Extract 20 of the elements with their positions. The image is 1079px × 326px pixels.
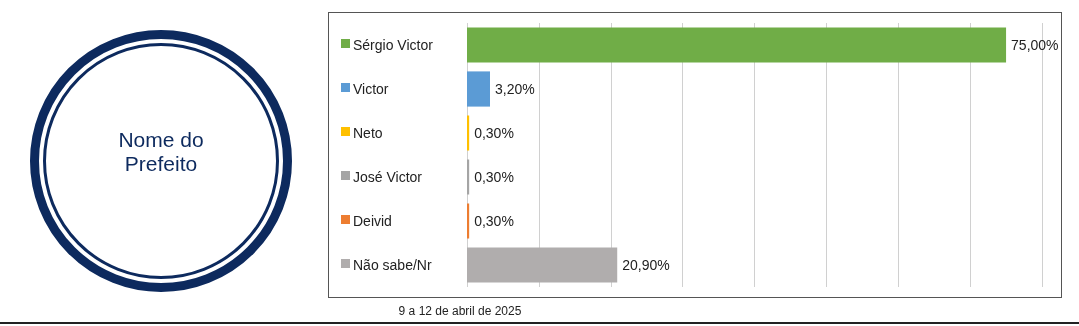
bar [467, 159, 470, 195]
data-label: 75,00% [1011, 37, 1059, 53]
data-label: 0,30% [474, 125, 514, 141]
text: 9 a 12 de abril de 2025 [397, 304, 523, 318]
bar [467, 71, 490, 107]
bar [467, 203, 470, 239]
y-tick-label: Sérgio Victor [353, 37, 434, 53]
y-tick-label: Neto [353, 125, 383, 141]
data-label: 20,90% [622, 257, 670, 273]
bar [467, 115, 470, 151]
bar [467, 27, 1007, 63]
data-label: 0,30% [474, 213, 514, 229]
text: Nome do Prefeito [117, 128, 205, 176]
data-label: 0,30% [474, 169, 514, 185]
y-tick-label: José Victor [353, 169, 423, 185]
bar [467, 247, 618, 283]
y-tick-label: Victor [353, 81, 389, 97]
data-label: 3,20% [495, 81, 535, 97]
y-tick-label: Não sabe/Nr [353, 257, 432, 273]
y-tick-label: Deivid [353, 213, 392, 229]
